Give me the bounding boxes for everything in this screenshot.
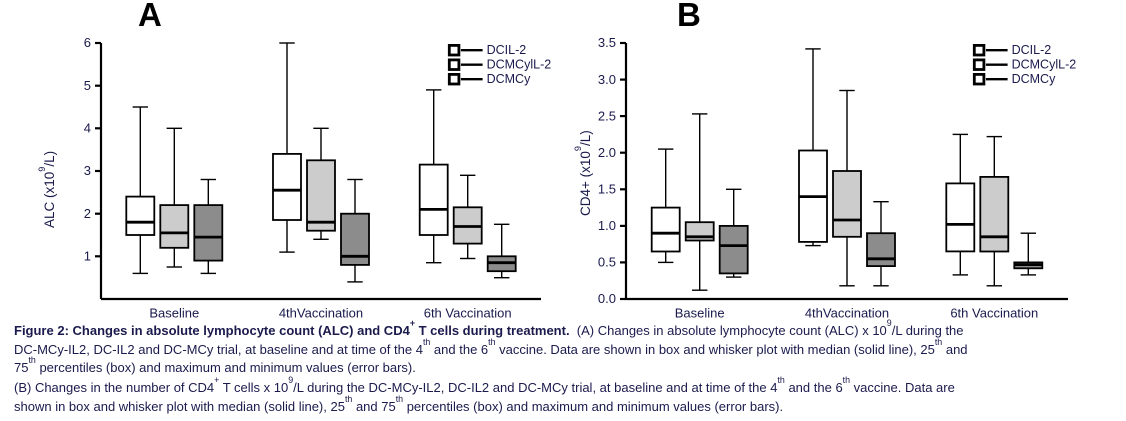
svg-text:Baseline: Baseline <box>675 306 725 321</box>
svg-text:0.5: 0.5 <box>598 255 616 270</box>
svg-text:3.5: 3.5 <box>598 35 616 50</box>
svg-text:4thVaccination: 4thVaccination <box>805 306 889 321</box>
svg-text:1.5: 1.5 <box>598 182 616 197</box>
svg-text:5: 5 <box>84 78 91 93</box>
svg-text:DCIL-2: DCIL-2 <box>1012 43 1052 57</box>
svg-text:6th Vaccination: 6th Vaccination <box>424 306 512 321</box>
svg-text:2.0: 2.0 <box>598 145 616 160</box>
svg-text:3.0: 3.0 <box>598 72 616 87</box>
svg-text:2: 2 <box>84 206 91 221</box>
svg-text:3: 3 <box>84 163 91 178</box>
svg-text:1: 1 <box>84 249 91 264</box>
svg-text:1.0: 1.0 <box>598 218 616 233</box>
svg-text:2.5: 2.5 <box>598 108 616 123</box>
svg-text:0.0: 0.0 <box>598 291 616 306</box>
svg-text:6: 6 <box>84 35 91 50</box>
svg-text:4: 4 <box>84 121 91 136</box>
svg-text:DCMCy: DCMCy <box>1012 72 1056 86</box>
svg-text:DCMCylL-2: DCMCylL-2 <box>1012 58 1077 72</box>
svg-text:4thVaccination: 4thVaccination <box>279 306 363 321</box>
svg-text:DCIL-2: DCIL-2 <box>487 43 527 57</box>
svg-text:DCMCy: DCMCy <box>487 72 531 86</box>
svg-text:6th Vaccination: 6th Vaccination <box>950 306 1038 321</box>
svg-text:Baseline: Baseline <box>149 306 199 321</box>
svg-text:DCMCylL-2: DCMCylL-2 <box>487 58 552 72</box>
